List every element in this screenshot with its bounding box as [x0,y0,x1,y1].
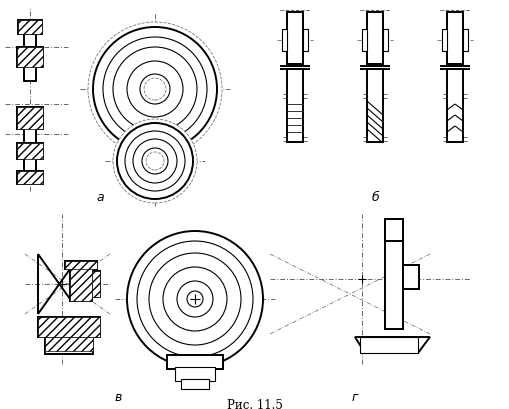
Bar [70,267,92,301]
Text: г: г [352,391,358,404]
Bar [442,29,447,51]
Circle shape [88,22,222,156]
Bar [287,12,303,64]
Circle shape [127,61,183,117]
Circle shape [113,119,197,203]
Bar [175,367,215,381]
Bar [18,20,42,34]
Circle shape [177,281,213,317]
Bar [92,271,100,297]
Circle shape [127,231,263,367]
Bar [38,317,100,337]
Bar [65,261,97,269]
Bar [38,317,100,337]
Bar [463,29,468,51]
Bar [17,107,43,129]
Circle shape [133,139,177,183]
Circle shape [113,47,197,131]
Bar [24,66,36,81]
Bar [360,337,418,353]
Circle shape [140,74,170,104]
Bar [18,20,42,34]
Circle shape [125,131,185,191]
Bar [17,143,43,159]
Bar [92,271,100,297]
Bar [383,29,388,51]
Circle shape [117,123,193,199]
Bar [362,29,367,51]
Bar [65,261,97,269]
Text: а: а [96,191,104,204]
Text: Рис. 11.5: Рис. 11.5 [227,399,283,409]
Bar [447,69,463,142]
Circle shape [187,291,203,307]
Bar [24,34,36,48]
Bar [282,29,287,51]
Bar [303,29,308,51]
Bar [287,69,303,142]
Bar [24,158,36,172]
Bar [181,379,209,389]
Bar [45,336,93,354]
Circle shape [146,152,164,170]
Circle shape [163,267,227,331]
Bar [17,107,43,129]
Text: б: б [371,191,379,204]
Bar [167,355,223,369]
Bar [70,267,92,301]
Bar [403,265,419,289]
Bar [17,143,43,159]
Circle shape [149,253,241,345]
Circle shape [137,241,253,357]
Bar [367,69,383,142]
Bar [367,12,383,64]
Polygon shape [355,337,430,353]
Bar [17,171,43,184]
Text: в: в [115,391,122,404]
Bar [17,47,43,67]
Circle shape [142,148,168,174]
Bar [447,12,463,64]
Circle shape [93,27,217,151]
Bar [45,337,93,351]
Circle shape [103,37,207,141]
Bar [24,128,36,144]
Bar [17,171,43,184]
Polygon shape [385,219,403,241]
Circle shape [144,78,166,100]
Bar [17,47,43,67]
Bar [385,219,403,329]
